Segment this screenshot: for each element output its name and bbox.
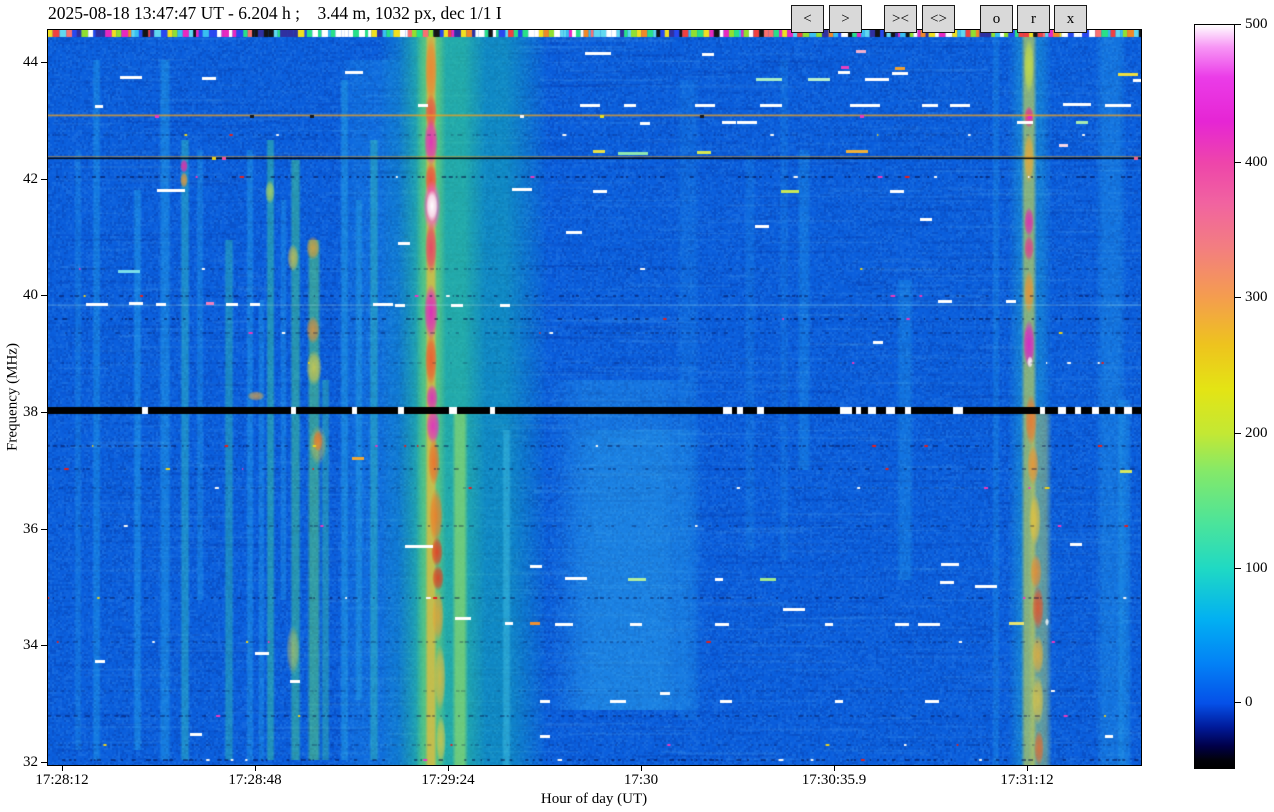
colorbar-tick-mark [1235, 432, 1241, 434]
colorbar-tick-mark [1235, 161, 1241, 163]
x-tick-mark [62, 765, 63, 771]
y-tick-label: 34 [23, 637, 38, 653]
x-tick-label: 17:30:35.9 [801, 772, 867, 788]
colorbar-tick-mark [1235, 567, 1241, 569]
y-tick-label: 36 [23, 521, 38, 537]
x-tick-label: 17:30 [623, 772, 659, 788]
y-tick-mark [41, 644, 47, 646]
colorbar-tick-label: 500 [1245, 16, 1268, 32]
y-tick-mark [41, 761, 47, 763]
y-tick-mark [41, 528, 47, 530]
y-tick-label: 40 [23, 287, 38, 303]
toolbar-button-zoom-in[interactable]: >< [884, 5, 917, 33]
toolbar-button-step-forward[interactable]: > [829, 5, 862, 33]
x-axis-label: Hour of day (UT) [540, 791, 648, 807]
toolbar-button-step-back[interactable]: < [791, 5, 824, 33]
x-tick-mark [641, 765, 642, 771]
y-tick-mark [41, 178, 47, 180]
colorbar-tick-label: 400 [1245, 154, 1268, 170]
x-tick-mark [834, 765, 835, 771]
toolbar-button-overview[interactable]: o [980, 5, 1013, 33]
toolbar-button-close[interactable]: x [1054, 5, 1087, 33]
colorbar-tick-label: 300 [1245, 289, 1268, 305]
y-tick-mark [41, 294, 47, 296]
x-tick-label: 17:28:12 [35, 772, 89, 788]
toolbar-button-zoom-out[interactable]: <> [922, 5, 955, 33]
plot-title: 2025-08-18 13:47:47 UT - 6.204 h ; 3.44 … [48, 3, 502, 23]
colorbar-tick-mark [1235, 296, 1241, 298]
colorbar-tick-mark [1235, 701, 1241, 703]
colorbar-tick-mark [1235, 23, 1241, 25]
y-tick-label: 38 [23, 404, 38, 420]
x-tick-mark [1027, 765, 1028, 771]
x-tick-mark [448, 765, 449, 771]
x-tick-label: 17:28:48 [228, 772, 282, 788]
x-tick-label: 17:31:12 [1000, 772, 1054, 788]
colorbar-tick-label: 100 [1245, 560, 1268, 576]
toolbar-button-refresh[interactable]: r [1017, 5, 1050, 33]
colorbar-tick-label: 200 [1245, 425, 1268, 441]
y-tick-mark [41, 411, 47, 413]
y-tick-label: 42 [23, 171, 38, 187]
x-tick-label: 17:29:24 [421, 772, 475, 788]
x-tick-mark [255, 765, 256, 771]
y-tick-label: 32 [23, 754, 38, 770]
y-axis-label: Frequency (MHz) [4, 343, 21, 451]
spectrogram-canvas [48, 30, 1141, 765]
colorbar-tick-label: 0 [1245, 694, 1253, 710]
y-tick-label: 44 [23, 54, 38, 70]
colorbar-gradient [1194, 24, 1235, 769]
y-tick-mark [41, 61, 47, 63]
